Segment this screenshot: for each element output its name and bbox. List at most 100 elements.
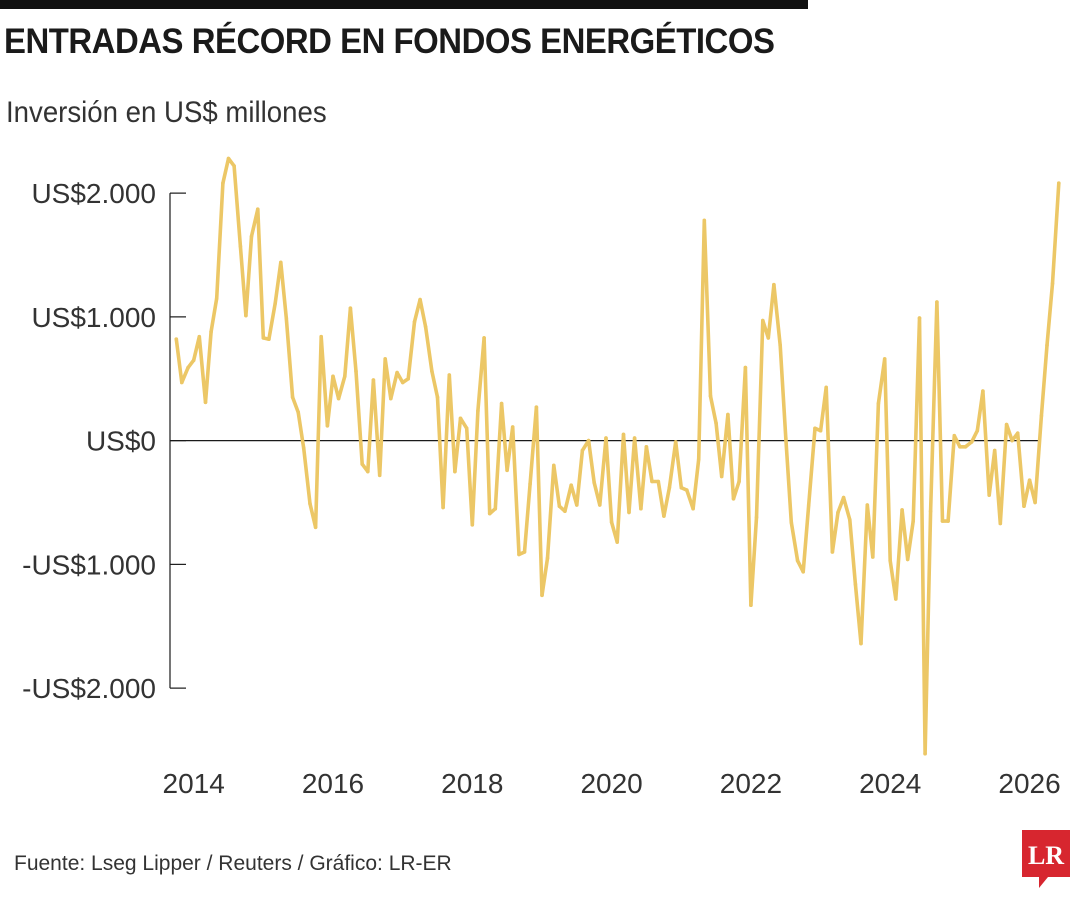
data-point xyxy=(336,396,341,401)
series-line xyxy=(174,156,1061,756)
data-point xyxy=(552,463,556,468)
data-point xyxy=(331,374,335,379)
x-tick-label: 2016 xyxy=(302,768,364,799)
lr-logo: LR xyxy=(1022,830,1070,888)
data-point xyxy=(261,336,266,340)
data-point xyxy=(644,445,649,449)
y-tick-label: -US$2.000 xyxy=(22,673,156,704)
series-group xyxy=(174,156,1061,756)
chart-subtitle: Inversión en US$ millones xyxy=(6,96,327,129)
data-point xyxy=(528,482,532,486)
data-point xyxy=(1045,343,1049,348)
data-point xyxy=(824,385,828,390)
data-point xyxy=(667,485,672,490)
data-point xyxy=(423,325,428,329)
data-point xyxy=(806,503,811,507)
data-point xyxy=(226,156,231,161)
data-point xyxy=(830,550,835,554)
data-point xyxy=(290,395,295,400)
data-point xyxy=(545,556,550,560)
data-point xyxy=(963,445,968,449)
data-point xyxy=(818,428,823,433)
data-point xyxy=(214,296,219,301)
data-point xyxy=(221,181,225,185)
data-point xyxy=(563,509,567,513)
data-point xyxy=(197,334,202,339)
data-point xyxy=(1057,181,1061,185)
data-point xyxy=(766,336,771,340)
data-point xyxy=(836,510,840,515)
data-point xyxy=(1022,504,1026,509)
data-point xyxy=(894,597,898,601)
data-point xyxy=(981,389,985,393)
data-point xyxy=(186,365,190,370)
data-point xyxy=(308,501,312,506)
y-tick-label: -US$1.000 xyxy=(22,549,156,580)
data-point xyxy=(737,479,741,484)
data-point xyxy=(267,337,271,342)
data-point xyxy=(761,318,765,323)
data-point xyxy=(313,525,318,530)
data-point xyxy=(865,503,870,507)
data-point xyxy=(540,593,544,598)
data-point xyxy=(952,433,957,438)
data-point xyxy=(679,485,684,490)
data-point xyxy=(406,377,411,381)
data-point xyxy=(639,506,643,511)
data-point xyxy=(958,445,962,449)
data-point xyxy=(255,207,260,211)
data-point xyxy=(389,396,393,401)
data-point xyxy=(510,425,515,429)
data-point xyxy=(435,395,440,400)
data-point xyxy=(366,469,370,474)
data-point xyxy=(383,357,388,361)
data-point xyxy=(743,365,748,370)
data-point xyxy=(284,316,289,320)
data-point xyxy=(946,519,950,523)
data-point xyxy=(586,438,591,443)
data-point xyxy=(522,550,527,554)
data-point xyxy=(296,410,301,415)
y-axis: US$2.000 US$1.000 US$0 -US$1.000 -US$2.000 xyxy=(22,178,1040,704)
chart-title: ENTRADAS RÉCORD EN FONDOS ENERGÉTICOS xyxy=(4,22,775,61)
data-point xyxy=(482,336,486,340)
x-axis: 2014 2016 2018 2020 2022 2024 2026 xyxy=(163,768,1061,799)
data-point xyxy=(801,570,805,574)
data-point xyxy=(400,380,405,385)
data-point xyxy=(778,343,782,348)
data-point xyxy=(354,369,358,374)
x-tick-label: 2018 xyxy=(441,768,503,799)
data-point xyxy=(621,432,626,437)
source-note: Fuente: Lseg Lipper / Reuters / Gráfico:… xyxy=(14,852,452,875)
data-point xyxy=(975,428,980,433)
data-point xyxy=(1010,438,1014,443)
data-point xyxy=(279,260,283,265)
data-point xyxy=(992,448,997,453)
data-point xyxy=(731,497,736,501)
data-point xyxy=(348,306,353,311)
data-point xyxy=(928,509,933,513)
data-point xyxy=(749,603,753,607)
data-point xyxy=(343,374,347,379)
x-tick-label: 2022 xyxy=(720,768,782,799)
data-point xyxy=(476,409,480,413)
data-point xyxy=(377,473,382,478)
logo-badge xyxy=(1022,830,1070,888)
data-point xyxy=(598,503,602,507)
data-point xyxy=(708,394,713,398)
data-point xyxy=(656,479,661,484)
data-point xyxy=(702,218,707,223)
data-point xyxy=(882,357,887,361)
data-point xyxy=(191,358,196,363)
data-point xyxy=(650,479,654,484)
data-point xyxy=(871,555,875,559)
data-point xyxy=(917,316,922,320)
data-point xyxy=(505,468,509,473)
data-point xyxy=(487,511,492,516)
data-point xyxy=(987,493,991,497)
data-point xyxy=(430,369,434,374)
data-point xyxy=(772,282,776,287)
data-point xyxy=(696,457,701,462)
data-point xyxy=(371,378,376,382)
